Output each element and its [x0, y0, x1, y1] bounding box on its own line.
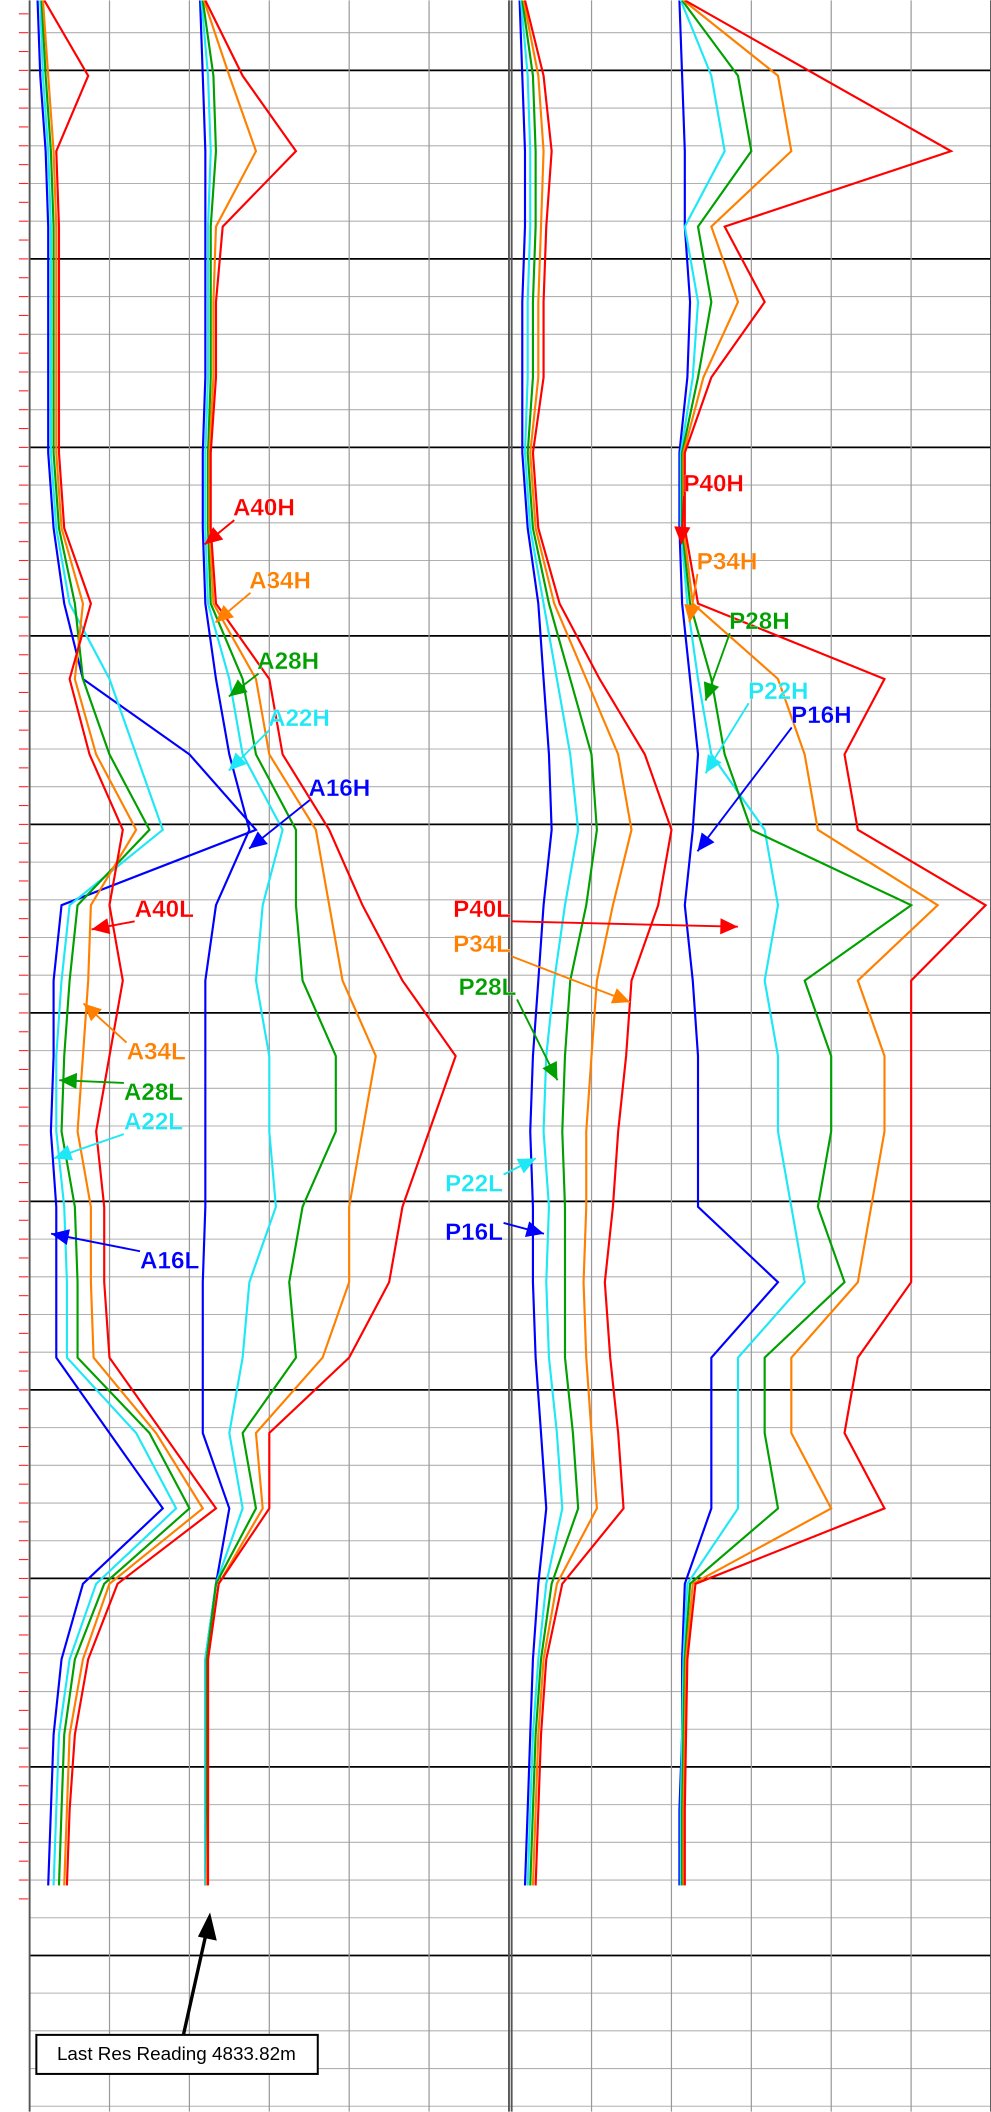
curve-label: A40L [135, 896, 194, 923]
arrow-head [83, 1003, 102, 1022]
curve-label: A28L [124, 1079, 183, 1106]
log-curve [522, 0, 633, 1886]
annotation-arrow [181, 1933, 208, 2037]
log-curve [40, 0, 191, 1886]
arrow-head [684, 603, 701, 623]
log-curve [199, 0, 251, 1886]
arrow-head [542, 1060, 558, 1081]
log-curve [202, 0, 377, 1886]
log-curve [683, 0, 988, 1886]
curve-label: P22H [748, 678, 809, 705]
log-curve [682, 0, 940, 1886]
arrow-head [228, 752, 247, 771]
arrow-head [204, 527, 224, 545]
log-curve [678, 0, 780, 1886]
curve-label: A16L [140, 1247, 199, 1274]
label-arrow [511, 955, 631, 1004]
log-curve [36, 0, 258, 1886]
arrow-head [524, 1221, 544, 1238]
curve-label: P40H [683, 471, 744, 498]
annotations: A16L A22L A28L A34L A40L A16H A22H A28H A34H A40H… [35, 470, 852, 2075]
curve-label: P16L [445, 1219, 503, 1246]
log-curve [41, 0, 205, 1886]
curve-label: P34H [697, 549, 758, 576]
curve-label: A34L [127, 1039, 186, 1066]
annotation-box [35, 2033, 319, 2075]
arrow-head [53, 1144, 74, 1161]
log-curve [39, 0, 178, 1886]
grid [18, 0, 991, 2112]
arrow-head [249, 831, 268, 849]
arrow-head [197, 1912, 217, 1941]
arrow-head [610, 988, 631, 1004]
curve-label: A22L [124, 1109, 183, 1136]
arrow-head [705, 754, 722, 774]
arrow-head [516, 1158, 536, 1174]
curve-label: P22L [445, 1171, 503, 1198]
log-curve [518, 0, 553, 1886]
curve-label: A28H [257, 648, 319, 675]
curves [36, 0, 988, 1886]
log-curve [523, 0, 673, 1886]
log-curve [681, 0, 914, 1886]
log-curve [521, 0, 598, 1886]
arrow-head [51, 1229, 70, 1246]
label-arrow [511, 920, 738, 928]
curve-label: A34H [249, 567, 311, 594]
arrow-head [59, 1072, 78, 1090]
curve-label: A22H [268, 705, 330, 732]
arrow-head [697, 832, 715, 852]
arrow-head [674, 526, 691, 545]
curve-label: P40L [453, 896, 511, 923]
log-curve [43, 0, 218, 1886]
curve-label: A16H [308, 775, 370, 802]
label-arrow [696, 726, 793, 852]
annotation-text: Last Res Reading 4833.82m [57, 2043, 296, 2064]
arrow-head [703, 681, 720, 701]
arrow-head [228, 679, 248, 697]
curve-label: P28H [729, 608, 790, 635]
curve-label: A40H [233, 495, 295, 522]
curve-label: P34L [453, 931, 511, 958]
log-curve [679, 0, 806, 1886]
curve-label: P28L [458, 974, 516, 1001]
curve-label: P16H [791, 702, 852, 729]
log-curve [519, 0, 580, 1886]
arrow-head [720, 918, 738, 935]
log-curve [200, 0, 284, 1886]
log-curve [201, 0, 337, 1886]
arrow-head [215, 604, 235, 623]
log-curve [204, 0, 457, 1886]
arrow-head [91, 918, 111, 935]
